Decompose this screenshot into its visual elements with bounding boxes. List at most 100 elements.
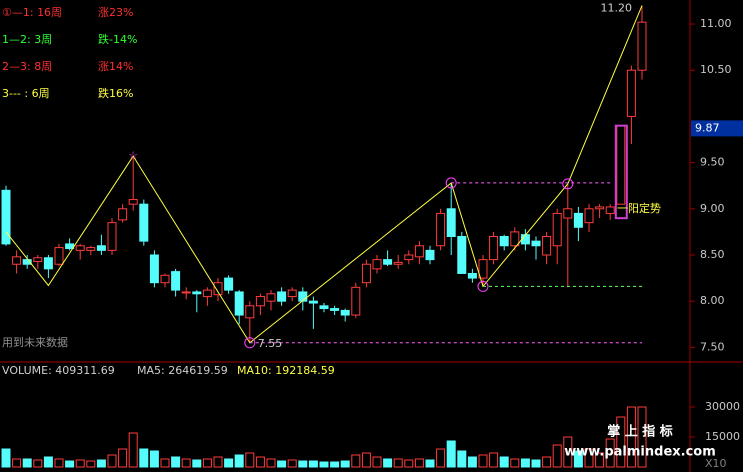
candle-body — [65, 243, 75, 250]
volume-bar — [404, 459, 414, 468]
leg-label: 2—3: 8周 — [2, 60, 52, 73]
volume-bar — [1, 448, 11, 468]
volume-bar — [595, 452, 605, 468]
candle-body — [75, 245, 85, 251]
volume-bar — [86, 460, 96, 468]
volume-bar — [340, 460, 350, 468]
candle-body — [224, 277, 234, 291]
volume-bar — [213, 456, 223, 468]
candle-body — [86, 247, 96, 251]
candle-body — [308, 300, 318, 304]
candle-body — [43, 257, 53, 270]
volume-bar — [489, 452, 499, 468]
candle-body — [383, 259, 393, 265]
candle-body — [33, 257, 43, 262]
volume-bar — [510, 458, 520, 468]
volume-bar — [383, 458, 393, 468]
leg-change: 涨23% — [98, 6, 133, 19]
candle-body — [330, 308, 340, 311]
candle-body — [340, 309, 350, 316]
candle-body — [552, 212, 562, 247]
y-tick-label: 8.00 — [700, 294, 725, 307]
pivot — [477, 280, 489, 292]
zigzag-line — [5, 5, 643, 344]
candle-body — [605, 206, 615, 214]
pivot-star: ☆ — [128, 149, 138, 162]
volume-bar — [584, 448, 594, 468]
volume-bar — [224, 458, 234, 468]
candle-body — [277, 291, 287, 302]
volume-bar — [563, 436, 573, 468]
candle-body — [425, 249, 435, 261]
volume-bar — [12, 458, 22, 468]
ma5-legend: MA5: 264619.59 — [137, 364, 228, 377]
last-price-box — [691, 120, 743, 137]
candle-body — [510, 231, 520, 247]
volume-bar — [192, 459, 202, 468]
candle-body — [234, 291, 244, 316]
volume-bar — [552, 444, 562, 468]
volume-bar — [446, 440, 456, 468]
y-tick-label: 7.50 — [700, 340, 725, 353]
pivot — [445, 177, 457, 189]
leg-label: ①—1: 16周 — [2, 6, 62, 19]
candle-body — [446, 208, 456, 238]
volume-bar — [542, 456, 552, 468]
y-tick-label: 8.50 — [700, 248, 725, 261]
y-tick-label: 10.50 — [700, 63, 732, 76]
candle-body — [361, 263, 371, 284]
watermark-url: www.palmindex.com — [564, 445, 716, 460]
leg-label: 3--- : 6周 — [2, 87, 50, 100]
volume-bar — [308, 460, 318, 468]
candle-body — [139, 203, 149, 242]
volume-bar — [361, 452, 371, 468]
candle-body — [467, 272, 477, 279]
volume-bar — [626, 406, 636, 468]
volume-bar — [372, 456, 382, 468]
candle-body — [573, 212, 583, 228]
candle-body — [202, 289, 212, 298]
volume-bar — [436, 448, 446, 468]
candle-body — [298, 291, 308, 302]
volume-legend: VOLUME: 409311.69 — [2, 364, 115, 377]
candle-body — [563, 208, 573, 219]
candle-body — [393, 261, 403, 265]
volume-bar — [171, 456, 181, 468]
candle-body — [118, 208, 128, 221]
signal-box — [614, 124, 628, 220]
candle-body — [489, 236, 499, 261]
volume-bar — [266, 458, 276, 468]
volume-bar — [319, 461, 329, 468]
candle-body — [499, 236, 509, 247]
signal: 一阳定势 — [617, 201, 661, 215]
candle-body — [595, 206, 605, 210]
leg-label: 1—2: 3周 — [2, 33, 52, 46]
volume-bar — [149, 450, 159, 468]
candle-body — [457, 236, 467, 274]
candle-body — [96, 245, 106, 251]
volume-bar — [202, 458, 212, 468]
candle-body — [584, 208, 594, 224]
y-tick-label: 15000 — [705, 430, 740, 443]
ma10-legend: MA10: 192184.59 — [237, 364, 335, 377]
volume-bar — [393, 458, 403, 468]
candle-body — [213, 282, 223, 296]
volume-bar — [616, 416, 626, 468]
candle-body — [372, 259, 382, 270]
volume-bar — [531, 459, 541, 468]
last-price: 9.87 — [695, 121, 720, 134]
candle-body — [351, 286, 361, 316]
volume-bar — [298, 460, 308, 468]
candle-body — [192, 291, 202, 295]
candle-body — [531, 240, 541, 247]
candle-body — [22, 259, 32, 265]
candle-body — [149, 254, 159, 284]
candle-body — [404, 254, 414, 261]
volume-bar — [520, 458, 530, 468]
candle-body — [171, 271, 181, 291]
volume-bar — [22, 458, 32, 468]
volume-bar — [255, 456, 265, 468]
low-label: 7.55 — [258, 337, 283, 350]
volume-bar — [467, 456, 477, 468]
high-label: 11.20 — [601, 2, 633, 15]
